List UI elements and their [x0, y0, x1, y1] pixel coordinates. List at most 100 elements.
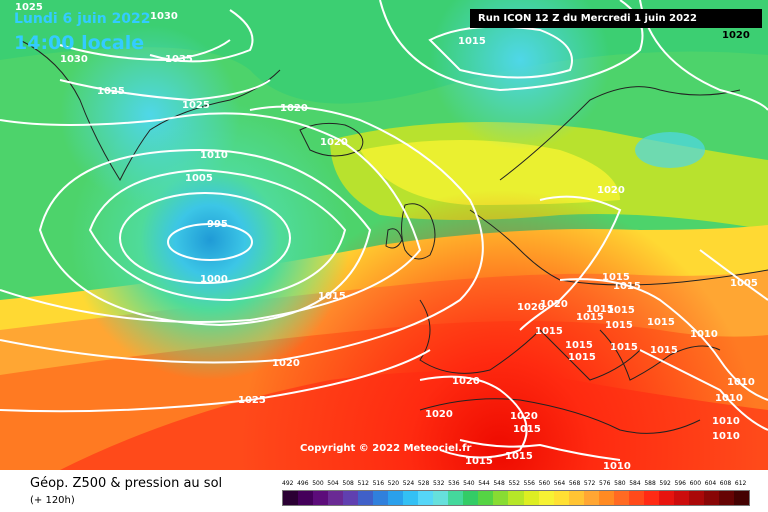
weather-map: 1025 1030 1030 1035 1025 1025 1020 1020 1015 1020… [0, 0, 768, 470]
color-scale-labels: 492 496 500 504 508 512 516 520 524 528 532 536 540 5… [282, 480, 750, 490]
scale-swatch [463, 491, 479, 505]
isobar-1010 [38, 148, 372, 327]
scale-tick-label: 536 [448, 480, 460, 487]
scale-swatch [343, 491, 359, 505]
scale-swatch [688, 491, 704, 505]
isobar-label: 1010 [715, 393, 743, 404]
isobar-1020-east [639, 0, 768, 111]
scale-swatch [298, 491, 314, 505]
isobar-label: 1020 [597, 185, 625, 196]
isobar-label: 1025 [182, 100, 210, 111]
isobar-label: 1015 [535, 326, 563, 337]
scale-swatch [508, 491, 524, 505]
scale-swatch [358, 491, 374, 505]
scale-tick-label: 524 [402, 480, 415, 487]
isobar-label: 1020 [280, 103, 308, 114]
isobar-label: 1020 [722, 30, 750, 41]
scale-swatch [433, 491, 449, 505]
scale-tick-label: 596 [674, 480, 686, 487]
lead-time: (+ 120h) [30, 495, 75, 506]
scale-swatch [613, 491, 629, 505]
scale-tick-label: 532 [432, 480, 445, 487]
isobar-label: 995 [207, 219, 228, 230]
isobar-1015-north [379, 0, 644, 92]
isobar-1005 [88, 168, 347, 302]
cold-pool-baltic [635, 132, 705, 168]
isobar-label: 1015 [513, 424, 541, 435]
isobar-995 [167, 223, 253, 261]
scale-swatch [628, 491, 644, 505]
scale-tick-label: 568 [568, 480, 581, 487]
isobar-1020-africa [419, 375, 528, 459]
isobar-label: 1010 [690, 329, 718, 340]
isobar-label: 1000 [200, 274, 228, 285]
scale-tick-label: 504 [327, 480, 339, 487]
scale-swatch [538, 491, 554, 505]
isobar-label: 1020 [425, 409, 453, 420]
scale-swatch [583, 491, 599, 505]
isobar-1020-europe [519, 195, 622, 331]
color-scale-bar [282, 490, 750, 506]
isobar-label: 1015 [505, 451, 533, 462]
scale-swatch [673, 491, 689, 505]
coast-ireland [385, 228, 403, 249]
coast-scandinavia [499, 86, 741, 181]
scale-swatch [568, 491, 584, 505]
scale-swatch [553, 491, 569, 505]
scale-swatch [418, 491, 434, 505]
isobar-label: 1015 [647, 317, 675, 328]
scale-swatch [313, 491, 329, 505]
isobar-1015-east [559, 278, 768, 401]
scale-tick-label: 496 [297, 480, 309, 487]
scale-swatch [703, 491, 719, 505]
isobar-label: 1010 [603, 461, 631, 470]
scale-tick-label: 540 [463, 480, 475, 487]
scale-swatch [493, 491, 509, 505]
isobar-1035 [149, 9, 254, 63]
scale-tick-label: 516 [372, 480, 385, 487]
scale-swatch [403, 491, 419, 505]
isobar-label: 1015 [602, 272, 630, 283]
isobar-label: 1015 [568, 352, 596, 363]
isobar-label: 1015 [605, 320, 633, 331]
scale-swatch [478, 491, 494, 505]
scale-tick-label: 604 [704, 480, 717, 487]
scale-swatch [733, 491, 749, 505]
isobar-1005-east [699, 249, 768, 301]
scale-tick-label: 544 [478, 480, 490, 487]
isobar-label: 1010 [727, 377, 755, 388]
scale-swatch [373, 491, 389, 505]
legend-footer: Géop. Z500 & pression au sol (+ 120h) 49… [0, 470, 768, 512]
scale-tick-label: 592 [659, 480, 671, 487]
scale-swatch [598, 491, 614, 505]
scale-tick-label: 500 [312, 480, 324, 487]
isobar-label: 1020 [320, 137, 348, 148]
isobar-label: 1025 [97, 86, 125, 97]
scale-swatch [658, 491, 674, 505]
isobar-label: 1030 [60, 54, 88, 65]
isobar-label: 1035 [165, 54, 193, 65]
isobar-label: 1015 [465, 456, 493, 467]
isobar-label: 1020 [510, 411, 538, 422]
isobar-label: 1025 [15, 2, 43, 13]
isobar-label: 1020 [517, 302, 545, 313]
scale-swatch [388, 491, 404, 505]
isobar-label: 1015 [613, 281, 641, 292]
scale-tick-label: 492 [282, 480, 294, 487]
scale-tick-label: 588 [644, 480, 656, 487]
scale-tick-label: 576 [599, 480, 611, 487]
isobar-label: 1015 [318, 291, 346, 302]
scale-tick-label: 552 [508, 480, 520, 487]
isobar-1025-south [0, 349, 431, 413]
scale-swatch [523, 491, 539, 505]
isobar-1015-africa [459, 439, 621, 461]
coast-north-africa [419, 398, 701, 434]
isobar-label: 1015 [586, 304, 614, 315]
scale-swatch [328, 491, 344, 505]
isobar-label: 1015 [650, 345, 678, 356]
isobar-label: 1005 [185, 173, 213, 184]
chart-title: Géop. Z500 & pression au sol [30, 476, 223, 491]
forecast-date: Lundi 6 juin 2022 [14, 11, 151, 27]
